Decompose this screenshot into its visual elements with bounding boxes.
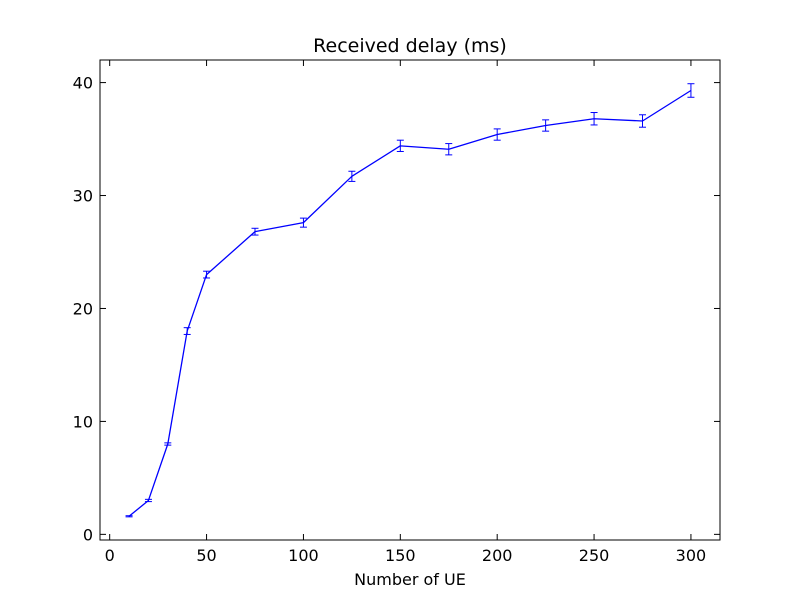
y-tick-label: 20: [73, 299, 93, 318]
plot-area-frame: [99, 59, 721, 541]
series-line: [128, 89, 692, 517]
y-tick-label: 10: [73, 412, 93, 431]
x-tick-label: 0: [105, 546, 115, 565]
y-tick-label: 30: [73, 187, 93, 206]
chart-title: Received delay (ms): [313, 35, 507, 57]
series-lines: [128, 89, 692, 517]
y-tick-label: 0: [83, 525, 93, 544]
axis-ticks: 0 50 100 150 200 250 300 0 10 20 30 40: [73, 60, 720, 565]
x-tick-label: 200: [482, 546, 513, 565]
x-tick-label: 300: [676, 546, 707, 565]
x-tick-label: 150: [385, 546, 416, 565]
error-bars: [125, 83, 695, 518]
x-axis-label: Number of UE: [354, 570, 466, 589]
x-tick-label: 100: [288, 546, 319, 565]
x-tick-label: 50: [196, 546, 216, 565]
y-tick-label: 40: [73, 74, 93, 93]
x-tick-label: 250: [579, 546, 610, 565]
